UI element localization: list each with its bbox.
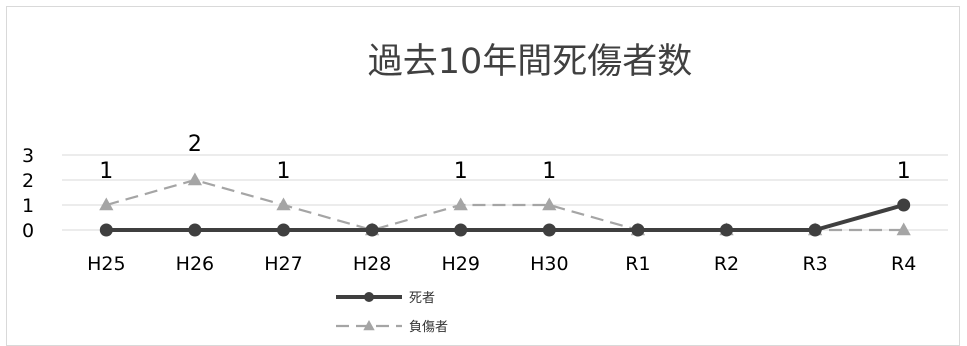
data-point <box>276 197 291 211</box>
legend-marker <box>363 320 375 331</box>
y-tick-label: 1 <box>22 195 34 217</box>
y-axis-ticks: 0 1 2 3 <box>22 145 34 242</box>
data-point <box>99 223 113 237</box>
data-point <box>188 223 202 237</box>
data-labels: 1 2 1 1 1 1 <box>99 132 910 184</box>
data-point <box>99 197 114 211</box>
x-axis-ticks: H25 H26 H27 H28 H29 H30 R1 R2 R3 R4 <box>87 253 916 275</box>
series-負傷者 <box>99 172 911 236</box>
data-point <box>453 197 468 211</box>
data-label: 1 <box>542 159 556 184</box>
data-point <box>277 223 290 237</box>
chart-title: 過去10年間死傷者数 <box>368 42 693 82</box>
x-tick-label: H25 <box>87 253 125 275</box>
x-tick-label: H30 <box>530 253 568 275</box>
data-point <box>542 223 556 237</box>
data-label: 2 <box>188 132 202 157</box>
data-label: 1 <box>99 159 113 184</box>
x-tick-label: H27 <box>264 253 302 275</box>
legend-marker <box>364 292 374 302</box>
data-point <box>454 223 468 237</box>
data-point <box>897 198 911 212</box>
data-point <box>631 223 645 237</box>
x-tick-label: R3 <box>802 253 827 275</box>
data-point <box>187 172 203 186</box>
data-label: 1 <box>454 159 468 184</box>
y-tick-label: 3 <box>22 145 34 167</box>
data-point <box>542 197 557 211</box>
legend-label: 死者 <box>409 291 435 306</box>
x-tick-label: R1 <box>625 253 650 275</box>
data-point <box>808 223 822 237</box>
chart-frame <box>6 6 960 346</box>
data-point <box>720 223 733 237</box>
data-label: 1 <box>277 159 291 184</box>
x-tick-label: H28 <box>353 253 391 275</box>
series-死者 <box>99 198 911 237</box>
data-point <box>365 223 379 237</box>
x-tick-label: H26 <box>176 253 214 275</box>
x-tick-label: H29 <box>441 253 479 275</box>
x-tick-label: R4 <box>891 253 916 275</box>
series-line <box>106 203 905 232</box>
data-point <box>896 222 911 236</box>
legend-label: 負傷者 <box>409 320 448 335</box>
x-tick-label: R2 <box>714 253 739 275</box>
series-lines <box>99 172 911 237</box>
y-tick-label: 2 <box>22 170 34 192</box>
gridlines <box>62 154 948 231</box>
y-tick-label: 0 <box>22 220 34 242</box>
data-label: 1 <box>897 159 911 184</box>
